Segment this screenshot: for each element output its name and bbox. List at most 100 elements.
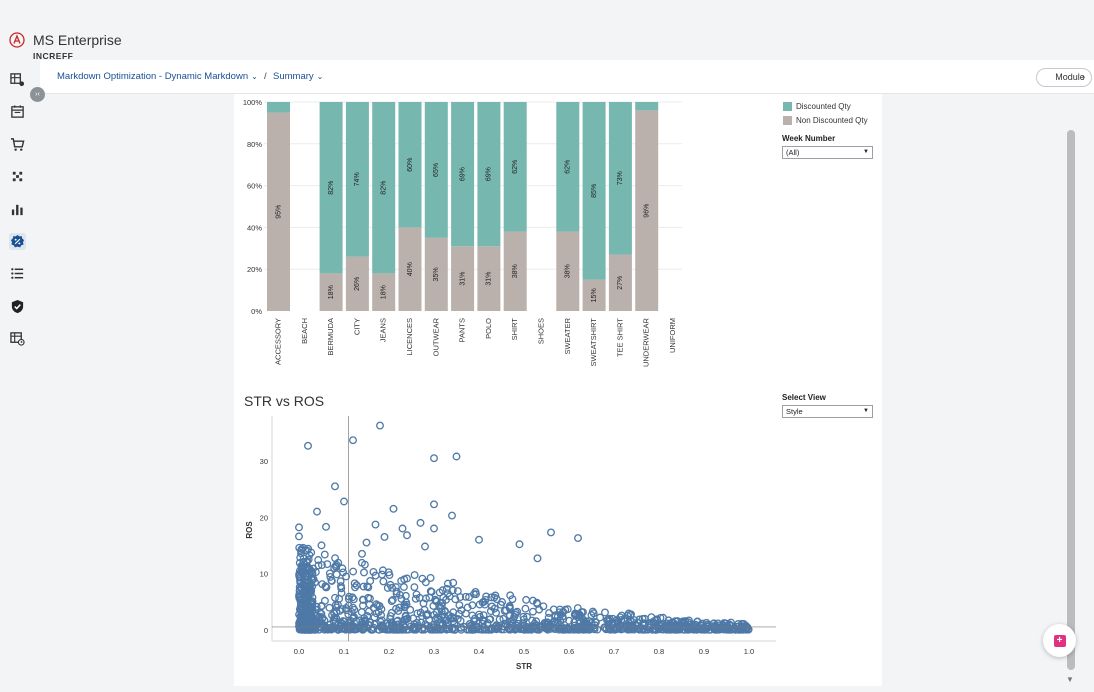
scatter-point [337, 584, 346, 593]
scatter-point [403, 531, 411, 540]
scatter-point [302, 601, 311, 610]
cart-icon[interactable] [9, 136, 26, 153]
scatter-point [515, 540, 524, 549]
scatter-point [521, 604, 530, 613]
expand-icon[interactable]: ›‹ [30, 87, 45, 102]
scatter-point [388, 596, 397, 604]
week-number-value: (All) [786, 148, 800, 157]
scatter-point [428, 625, 437, 634]
scatter-point [684, 616, 693, 625]
bar-category-label: CITY [352, 318, 361, 335]
scatter-point [337, 589, 346, 597]
bar-category-label: SWEATER [563, 317, 572, 354]
scatter-point [377, 616, 386, 625]
scatter-point [413, 609, 422, 618]
bar-data-label: 38% [512, 264, 519, 278]
scatter-point [496, 600, 505, 609]
scatter-point [411, 594, 420, 603]
scatter-point [309, 564, 318, 573]
scatter-chart-title: STR vs ROS [244, 393, 325, 409]
scatter-y-axis-label: ROS [245, 521, 254, 539]
scatter-point [507, 621, 515, 630]
scatter-point [325, 569, 334, 578]
discount-badge-icon[interactable] [9, 233, 26, 250]
scatter-point [588, 607, 597, 616]
scatter-point [499, 614, 508, 623]
bar-data-label: 95% [275, 205, 282, 219]
scatter-point [317, 561, 326, 570]
scatter-point [475, 535, 483, 544]
scatter-point [400, 575, 409, 584]
bar-non-discounted [345, 256, 369, 311]
scatter-point [333, 600, 342, 609]
chat-fab-button[interactable]: + [1043, 624, 1076, 657]
bar-discounted [345, 102, 369, 257]
scatter-point [295, 523, 303, 532]
scatter-point [679, 625, 688, 634]
table-clock-icon[interactable] [9, 330, 26, 347]
bar-discounted [451, 102, 475, 247]
scatter-point [388, 583, 396, 592]
grid-dots-icon[interactable] [9, 168, 26, 185]
legend-swatch [783, 102, 792, 111]
scatter-x-tick-label: 0.1 [339, 647, 349, 656]
scatter-point [331, 593, 339, 602]
bar-chart-icon[interactable] [9, 201, 26, 218]
scatter-point [399, 583, 408, 591]
scatter-point [326, 573, 335, 581]
scatter-point [339, 568, 348, 577]
bar-non-discounted [319, 273, 343, 311]
shield-check-icon[interactable] [9, 298, 26, 315]
scatter-point [351, 583, 359, 592]
scroll-down-arrow-icon[interactable]: ▼ [1066, 675, 1074, 684]
breadcrumb-summary[interactable]: Summary ⌄ [273, 71, 323, 83]
calendar-icon[interactable] [9, 103, 26, 120]
scatter-point [302, 620, 310, 628]
bar-category-label: PANTS [458, 318, 467, 342]
legend-label: Discounted Qty [796, 102, 851, 111]
scatter-point [492, 608, 500, 617]
list-icon[interactable] [9, 265, 26, 282]
bar-data-label: 26% [354, 277, 361, 291]
scatter-point [448, 511, 456, 520]
scatter-point [411, 625, 419, 634]
scatter-point [358, 549, 366, 558]
scatter-point [387, 597, 396, 606]
scatter-point [456, 593, 465, 602]
scatter-point [569, 625, 578, 634]
scatter-point [490, 593, 499, 602]
scatter-point [421, 542, 429, 551]
scatter-point [596, 613, 605, 622]
scatter-point [430, 500, 438, 509]
bar-category-label: TEE SHIRT [615, 318, 624, 357]
scrollbar-thumb[interactable] [1067, 130, 1075, 670]
scatter-point [322, 522, 330, 531]
scatter-point [669, 624, 678, 633]
scatter-x-tick-label: 0.5 [519, 647, 529, 656]
scatter-point [386, 612, 395, 621]
breadcrumb-first-label: Markdown Optimization - Dynamic Markdown [57, 71, 249, 82]
table-settings-icon[interactable] [9, 71, 26, 88]
bar-discounted [608, 102, 632, 255]
scatter-point [579, 608, 588, 617]
scatter-point [480, 600, 489, 609]
scatter-point [392, 587, 401, 596]
scatter-point [470, 590, 478, 599]
scatter-point [430, 524, 438, 533]
breadcrumb-dynamic-markdown[interactable]: Markdown Optimization - Dynamic Markdown… [57, 71, 258, 83]
bar-discounted [477, 102, 501, 247]
scatter-point [570, 621, 579, 630]
scatter-point [418, 574, 427, 583]
module-button[interactable]: Module › [1036, 68, 1092, 87]
scatter-point [363, 612, 372, 620]
scatter-point [744, 625, 752, 634]
bar-category-label: SHIRT [510, 318, 519, 341]
scatter-point [305, 584, 314, 593]
scatter-y-tick-label: 30 [260, 457, 268, 466]
scatter-point [392, 604, 401, 613]
week-number-select[interactable]: (All) ▼ [782, 146, 873, 159]
select-view-select[interactable]: Style ▼ [782, 405, 873, 418]
bar-data-label: 82% [381, 181, 388, 195]
select-view-value: Style [786, 407, 803, 416]
